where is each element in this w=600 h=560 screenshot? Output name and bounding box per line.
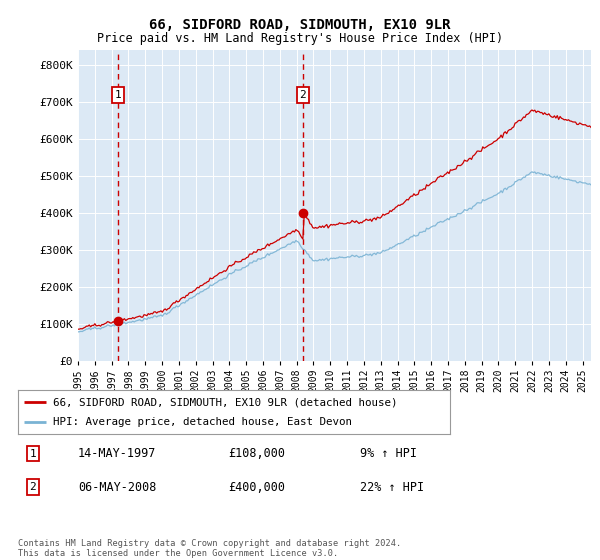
- Text: 66, SIDFORD ROAD, SIDMOUTH, EX10 9LR: 66, SIDFORD ROAD, SIDMOUTH, EX10 9LR: [149, 18, 451, 32]
- Text: Price paid vs. HM Land Registry's House Price Index (HPI): Price paid vs. HM Land Registry's House …: [97, 32, 503, 45]
- Text: HPI: Average price, detached house, East Devon: HPI: Average price, detached house, East…: [53, 417, 352, 427]
- Text: £108,000: £108,000: [228, 447, 285, 460]
- Text: 06-MAY-2008: 06-MAY-2008: [78, 480, 157, 494]
- Text: 1: 1: [29, 449, 37, 459]
- Text: 14-MAY-1997: 14-MAY-1997: [78, 447, 157, 460]
- Text: 66, SIDFORD ROAD, SIDMOUTH, EX10 9LR (detached house): 66, SIDFORD ROAD, SIDMOUTH, EX10 9LR (de…: [53, 397, 397, 407]
- Text: 22% ↑ HPI: 22% ↑ HPI: [360, 480, 424, 494]
- Text: 2: 2: [299, 90, 306, 100]
- Text: Contains HM Land Registry data © Crown copyright and database right 2024.
This d: Contains HM Land Registry data © Crown c…: [18, 539, 401, 558]
- Text: £400,000: £400,000: [228, 480, 285, 494]
- Text: 2: 2: [29, 482, 37, 492]
- Text: 9% ↑ HPI: 9% ↑ HPI: [360, 447, 417, 460]
- Text: 1: 1: [115, 90, 121, 100]
